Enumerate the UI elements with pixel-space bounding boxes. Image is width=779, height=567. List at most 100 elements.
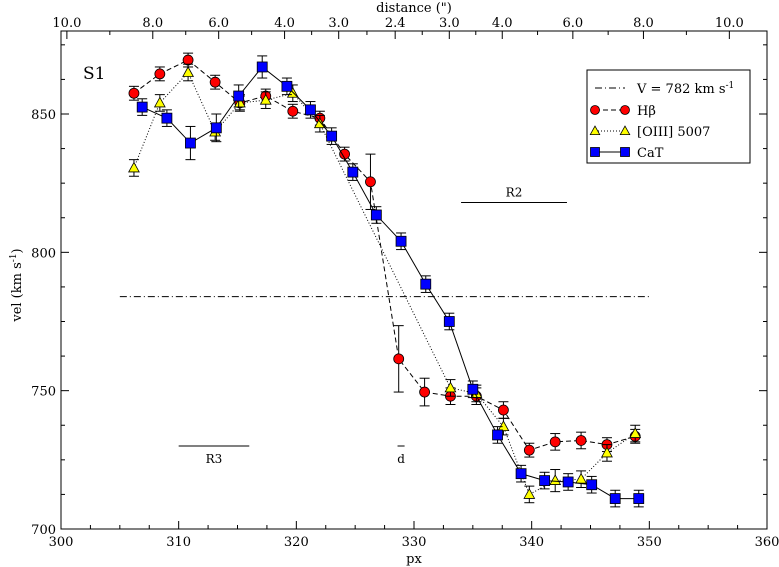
triangle-marker xyxy=(549,474,562,485)
annotations: R2 R3 d xyxy=(178,186,567,466)
top-tick-label: 8.0 xyxy=(142,16,163,31)
circle-marker xyxy=(575,435,587,446)
square-marker xyxy=(562,476,574,488)
square-marker xyxy=(633,493,645,504)
square-marker xyxy=(586,479,598,491)
circle-marker xyxy=(182,54,194,66)
legend-label-square: CaT xyxy=(637,146,664,161)
annotation-label: R3 xyxy=(206,452,223,466)
circle-marker xyxy=(523,444,535,456)
square-marker xyxy=(620,147,630,157)
square-marker xyxy=(515,468,527,480)
circle-marker xyxy=(365,176,376,188)
legend-label-circle: Hβ xyxy=(637,104,656,119)
legend-box xyxy=(586,69,751,164)
x-tick-label: 360 xyxy=(755,535,779,550)
triangle-marker xyxy=(259,93,272,105)
series-triangle xyxy=(128,63,642,504)
top-tick-label: 2.4 xyxy=(385,16,406,31)
circle-marker xyxy=(287,105,299,117)
top-tick-label: 4.0 xyxy=(492,16,513,31)
y-axis-title-main: vel (km s xyxy=(10,262,25,322)
y-axis-title: vel (km s-1) xyxy=(9,248,25,322)
square-marker xyxy=(609,493,621,504)
square-marker xyxy=(347,166,359,178)
series-line xyxy=(141,66,639,500)
triangle-marker xyxy=(153,96,166,108)
square-marker xyxy=(233,90,245,102)
x-tick-label: 330 xyxy=(402,535,427,550)
triangle-marker xyxy=(182,66,195,77)
legend-label-reference-main: V = 782 km s xyxy=(636,82,726,97)
legend: V = 782 km s-1 Hβ [OIII] 5007 CaT xyxy=(586,69,751,164)
top-tick-label: 6.0 xyxy=(563,16,584,31)
top-tick-label: 8.0 xyxy=(633,16,654,31)
circle-marker xyxy=(590,105,600,115)
x-tick-label: 340 xyxy=(519,535,544,550)
circle-marker xyxy=(339,148,350,160)
legend-label-triangle: [OIII] 5007 xyxy=(637,125,710,140)
top-tick-label: 6.0 xyxy=(208,16,229,31)
series-square xyxy=(136,55,645,508)
triangle-marker xyxy=(589,125,601,136)
circle-marker xyxy=(154,68,166,80)
triangle-marker xyxy=(523,488,536,499)
y-tick-label: 850 xyxy=(31,108,56,123)
x-tick-label: 300 xyxy=(49,535,74,550)
y-tick-label: 750 xyxy=(31,385,56,400)
circle-marker xyxy=(620,105,630,115)
legend-label-reference-sup: -1 xyxy=(726,81,735,91)
triangle-marker xyxy=(497,420,510,432)
circle-marker xyxy=(419,386,430,398)
square-marker xyxy=(281,80,293,92)
legend-label-reference: V = 782 km s-1 xyxy=(636,81,734,97)
y-axis-title-sup: -1 xyxy=(9,253,19,262)
triangle-marker xyxy=(444,381,457,393)
square-marker xyxy=(539,475,551,486)
y-tick-label: 700 xyxy=(31,523,56,538)
square-marker xyxy=(590,147,600,157)
triangle-marker xyxy=(128,161,140,173)
square-marker xyxy=(492,429,503,441)
top-tick-label: 10.0 xyxy=(715,16,744,31)
x-tick-label: 310 xyxy=(166,535,191,550)
triangle-marker xyxy=(601,446,613,458)
square-marker xyxy=(326,130,338,142)
x-axis-title: px xyxy=(406,552,422,567)
panel-label: S1 xyxy=(83,64,105,84)
square-marker xyxy=(395,235,407,247)
series-group xyxy=(128,52,645,508)
x-tick-label: 320 xyxy=(284,535,309,550)
square-marker xyxy=(370,209,382,221)
square-marker xyxy=(185,137,196,149)
x-tick-label: 350 xyxy=(637,535,662,550)
triangle-marker xyxy=(619,125,631,136)
square-marker xyxy=(467,383,479,395)
square-marker xyxy=(420,278,432,290)
top-tick-label: 4.0 xyxy=(274,16,295,31)
series-line xyxy=(133,71,636,496)
triangle-marker xyxy=(629,427,642,438)
square-marker xyxy=(305,104,316,116)
square-marker xyxy=(136,101,148,113)
top-tick-label: 3.0 xyxy=(439,16,460,31)
axes: 300 310 320 330 340 350 360 700 750 800 850 10.0 8.0… xyxy=(31,16,779,550)
square-marker xyxy=(210,122,222,134)
circle-marker xyxy=(128,87,140,99)
top-x-axis-title: distance (") xyxy=(376,1,452,16)
y-axis-title-close: ) xyxy=(10,248,25,253)
square-marker xyxy=(161,112,173,124)
annotation-label: d xyxy=(397,452,405,466)
y-tick-label: 800 xyxy=(31,246,56,261)
top-tick-label: 3.0 xyxy=(328,16,349,31)
top-tick-label: 10.0 xyxy=(52,16,81,31)
square-marker xyxy=(256,61,268,73)
square-marker xyxy=(443,316,455,327)
circle-marker xyxy=(209,76,221,88)
circle-marker xyxy=(549,436,561,448)
circle-marker xyxy=(393,353,405,365)
legend-entries: V = 782 km s-1 Hβ [OIII] 5007 CaT xyxy=(589,81,734,161)
annotation-label: R2 xyxy=(506,186,523,200)
circle-marker xyxy=(498,404,509,416)
